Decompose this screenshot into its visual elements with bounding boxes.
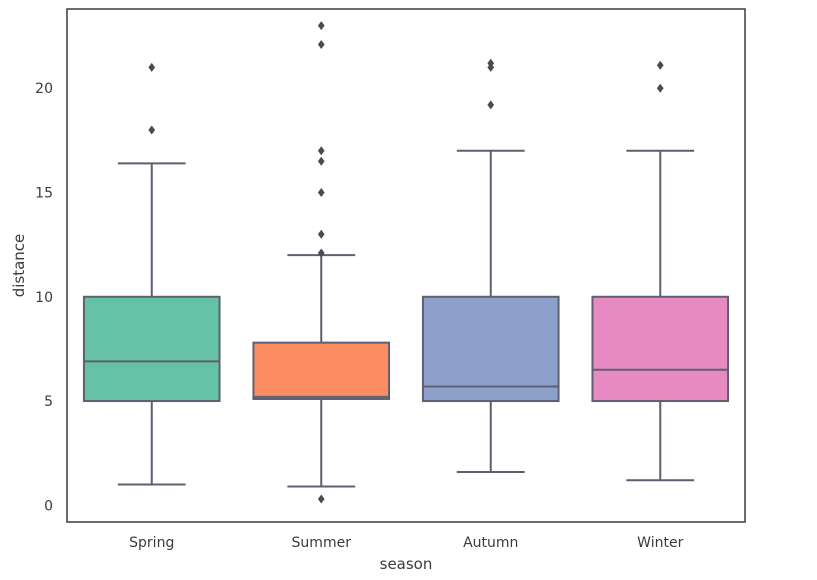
- x-tick-label: Autumn: [463, 535, 518, 551]
- outlier-point: [487, 100, 495, 110]
- boxes-group: [82, 21, 730, 504]
- y-tick-label: 10: [35, 290, 53, 306]
- y-tick-label: 20: [35, 81, 53, 97]
- iqr-box: [82, 295, 221, 403]
- iqr-box: [591, 295, 730, 403]
- plot-frame: [66, 8, 746, 523]
- outlier-point: [487, 58, 495, 68]
- x-tick-label: Winter: [637, 535, 683, 551]
- outlier-point: [317, 21, 325, 31]
- outlier-point: [317, 248, 325, 258]
- outlier-point: [317, 229, 325, 239]
- outlier-point: [148, 62, 156, 72]
- iqr-box: [252, 341, 391, 400]
- x-tick-label: Summer: [292, 535, 352, 551]
- box-spring: [82, 62, 221, 486]
- outlier-point: [656, 60, 664, 70]
- y-tick-label: 5: [44, 394, 53, 410]
- outlier-point: [148, 125, 156, 135]
- iqr-box: [421, 295, 560, 403]
- x-axis-label: season: [380, 555, 433, 573]
- outlier-point: [317, 146, 325, 156]
- y-tick-label: 0: [44, 498, 53, 514]
- outlier-point: [656, 83, 664, 93]
- y-tick-label: 15: [35, 186, 53, 202]
- box-autumn: [421, 58, 560, 473]
- x-axis-ticks: Spring Summer Autumn Winter: [129, 535, 683, 551]
- outlier-point: [317, 39, 325, 49]
- box-winter: [591, 60, 730, 482]
- y-axis-ticks: 0 5 10 15 20: [35, 81, 53, 514]
- y-axis-label: distance: [10, 234, 28, 298]
- outlier-point: [317, 494, 325, 504]
- outlier-point: [317, 156, 325, 166]
- x-tick-label: Spring: [129, 535, 174, 551]
- outlier-point: [317, 188, 325, 198]
- box-summer: [252, 21, 391, 504]
